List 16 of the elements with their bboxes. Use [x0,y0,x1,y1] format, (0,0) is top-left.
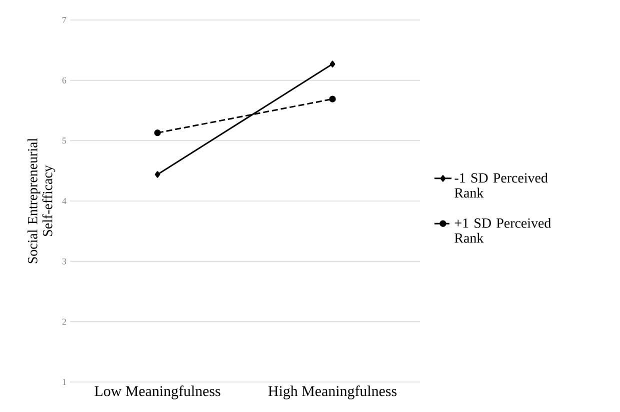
y-tick-label: 4 [62,198,66,204]
y-tick-label: 1 [62,379,66,385]
y-tick-label: 6 [62,77,66,84]
point [329,96,336,102]
legend-label: +1 SD Perceived Rank [454,218,551,243]
point [154,129,161,136]
y-tick-label: 2 [62,318,66,325]
y-tick-label: 5 [62,138,66,144]
y-tick-label: 7 [62,17,66,23]
y-tick-label: 3 [62,258,66,264]
legend-label: -1 SD Perceived Rank [454,172,548,198]
y-axis-title: Social Entrepreneurial Self-efficacy [28,138,56,264]
x-tick-label: High Meaningfulness [268,386,397,400]
point [154,171,160,178]
point [330,60,336,68]
x-tick-label: Low Meaningfulness [94,386,220,400]
